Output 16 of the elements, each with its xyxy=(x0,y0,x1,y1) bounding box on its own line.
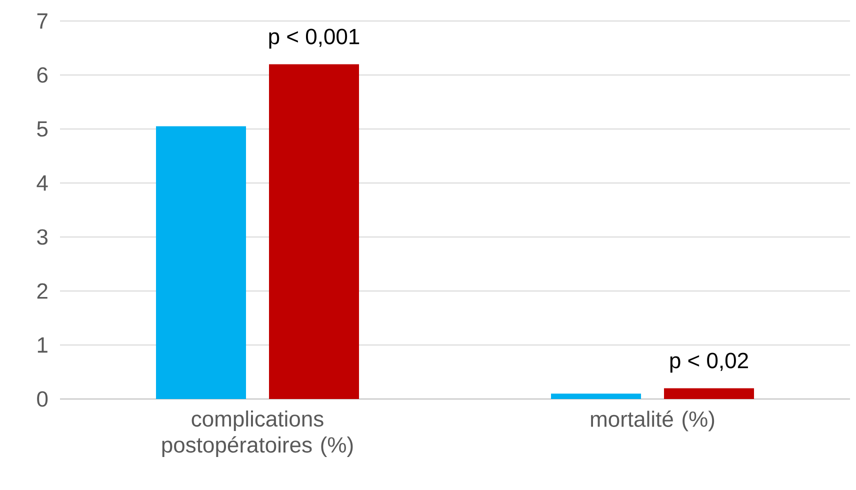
y-tick-label: 6 xyxy=(37,67,48,83)
x-tick-label: mortalité (%) xyxy=(591,410,714,432)
y-tick-label: 5 xyxy=(37,121,48,137)
bar xyxy=(269,64,360,399)
y-tick-label: 0 xyxy=(37,391,48,407)
y-tick-label: 3 xyxy=(37,229,48,245)
y-tick-label: 1 xyxy=(38,337,48,353)
annotation: p < 0,001 xyxy=(269,28,360,49)
y-tick-label: 4 xyxy=(36,175,48,191)
annotation: p < 0,02 xyxy=(670,352,748,373)
y-tick-label: 7 xyxy=(37,13,48,29)
y-tick-label: 2 xyxy=(37,283,48,299)
bar xyxy=(156,126,246,399)
x-tick-label: complications postopératoires (%) xyxy=(162,410,353,458)
bar xyxy=(551,394,642,399)
bar xyxy=(664,388,754,399)
